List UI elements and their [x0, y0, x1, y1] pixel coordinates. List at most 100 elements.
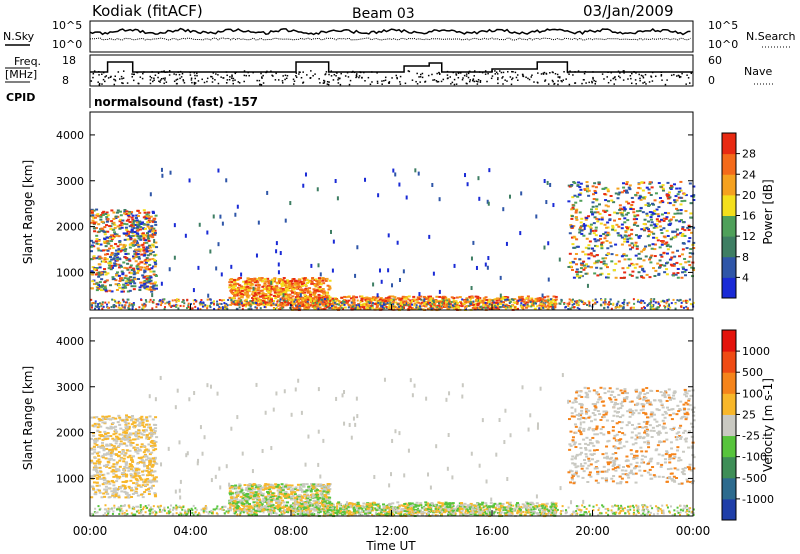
radar-pixel — [230, 301, 234, 304]
radar-pixel — [582, 260, 586, 263]
nave-dot — [567, 71, 569, 74]
radar-pixel — [94, 307, 97, 310]
radar-pixel — [115, 461, 119, 464]
radar-pixel — [583, 222, 586, 227]
nave-dot — [152, 80, 154, 83]
radar-pixel — [240, 272, 243, 277]
nave-dot — [562, 79, 565, 81]
radar-pixel — [285, 300, 288, 303]
radar-pixel — [671, 251, 675, 254]
radar-pixel — [306, 295, 310, 298]
radar-pixel — [137, 248, 141, 251]
radar-pixel — [263, 301, 266, 304]
radar-pixel — [146, 232, 150, 235]
radar-pixel — [99, 215, 103, 218]
radar-pixel — [280, 282, 284, 285]
radar-pixel — [173, 255, 176, 260]
radar-pixel — [149, 282, 153, 285]
radar-pixel — [296, 297, 300, 300]
radar-pixel — [236, 204, 239, 209]
radar-pixel — [274, 292, 278, 295]
radar-pixel — [103, 421, 107, 424]
radar-pixel — [570, 226, 574, 229]
radar-pixel — [137, 277, 141, 280]
radar-pixel — [130, 242, 134, 245]
radar-pixel — [119, 440, 123, 443]
radar-pixel — [114, 487, 118, 490]
colorbar-segment — [722, 174, 736, 196]
radar-pixel — [106, 306, 109, 309]
radar-pixel — [149, 486, 153, 489]
radar-pixel — [206, 304, 209, 307]
radar-pixel — [173, 223, 176, 228]
radar-pixel — [340, 296, 344, 299]
radar-pixel — [594, 244, 598, 247]
radar-pixel — [589, 211, 593, 214]
nave-dot — [90, 80, 93, 82]
radar-pixel — [149, 215, 153, 218]
radar-pixel — [426, 303, 429, 306]
radar-pixel — [109, 262, 113, 265]
nave-dot — [475, 80, 478, 82]
radar-pixel — [593, 238, 597, 241]
radar-pixel — [504, 298, 507, 301]
radar-pixel — [246, 277, 250, 280]
radar-pixel — [138, 286, 142, 289]
radar-pixel — [382, 302, 385, 305]
nave-dot — [121, 82, 123, 84]
radar-pixel — [470, 286, 473, 291]
radar-pixel — [304, 307, 307, 310]
radar-pixel — [287, 289, 291, 292]
radar-pixel — [119, 214, 123, 217]
radar-pixel — [549, 182, 552, 187]
radar-pixel — [277, 262, 280, 267]
radar-pixel — [312, 293, 316, 296]
radar-pixel — [133, 448, 137, 451]
nave-dot — [234, 72, 237, 75]
radar-pixel — [314, 296, 318, 299]
radar-pixel — [356, 299, 359, 302]
radar-pixel — [136, 271, 140, 274]
radar-pixel — [304, 283, 308, 286]
radar-pixel — [218, 305, 221, 308]
radar-pixel — [575, 302, 578, 305]
radar-pixel — [129, 212, 133, 215]
radar-pixel — [669, 306, 672, 309]
radar-pixel — [231, 293, 235, 296]
radar-pixel — [431, 301, 434, 304]
radar-pixel — [617, 234, 621, 237]
nave-dot — [179, 77, 181, 80]
radar-pixel — [392, 307, 395, 310]
nave-dot — [496, 73, 499, 75]
radar-pixel — [663, 242, 667, 245]
radar-pixel — [362, 306, 366, 309]
radar-pixel — [606, 221, 610, 224]
radar-pixel — [668, 224, 672, 227]
radar-pixel — [151, 300, 154, 303]
radar-pixel — [274, 307, 277, 310]
radar-pixel — [573, 246, 577, 249]
radar-pixel — [642, 259, 646, 262]
radar-pixel — [485, 299, 489, 302]
radar-pixel — [151, 220, 155, 223]
radar-pixel — [689, 202, 693, 205]
radar-pixel — [625, 200, 629, 203]
radar-pixel — [647, 244, 651, 247]
radar-pixel — [283, 284, 287, 287]
nave-dot — [678, 76, 681, 79]
radar-pixel — [257, 293, 261, 296]
radar-pixel — [121, 219, 125, 222]
radar-pixel — [129, 441, 133, 444]
radar-pixel — [482, 301, 485, 304]
radar-pixel — [145, 278, 149, 281]
radar-pixel — [588, 225, 592, 228]
radar-pixel — [667, 298, 670, 301]
radar-pixel — [133, 303, 136, 306]
radar-pixel — [249, 300, 252, 303]
nave-dot — [631, 72, 633, 75]
radar-pixel — [138, 289, 142, 292]
radar-pixel — [568, 232, 572, 235]
nave-dot — [511, 77, 514, 79]
radar-pixel — [228, 281, 232, 284]
radar-pixel — [459, 301, 463, 304]
